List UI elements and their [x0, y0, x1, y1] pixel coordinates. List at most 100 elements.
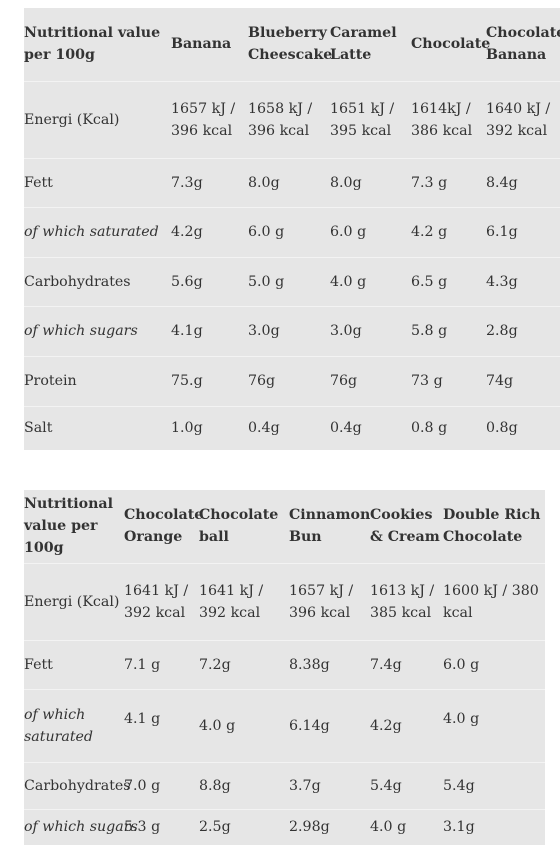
table-row: Fett 7.3g 8.0g 8.0g 7.3 g 8.4g: [24, 157, 560, 207]
header-cell: Double Rich Chocolate: [443, 507, 541, 546]
table-cell: 4.0 g: [370, 808, 443, 845]
table-cell: 3.7g: [289, 761, 370, 809]
table-row: Protein 75.g 76g 76g 73 g 74g: [24, 355, 560, 406]
header-cell: Cinnamon Bun: [289, 507, 371, 546]
table-row: of which saturated 4.2g 6.0 g 6.0 g 4.2 …: [24, 206, 560, 257]
row-label: Protein: [24, 355, 171, 406]
table-cell: 6.0 g: [248, 206, 330, 257]
row-label: Carbohydrates: [24, 761, 131, 809]
table-cell: 4.0 g: [199, 688, 289, 762]
table-cell: 8.8g: [199, 761, 289, 809]
table-cell: 2.5g: [199, 808, 289, 845]
header-cell: Cookies & Cream: [370, 507, 440, 546]
nutrition-table-1: Nutritional value per 100g Banana Bluebe…: [24, 8, 560, 450]
table-cell: 4.2 g: [411, 206, 486, 257]
table-cell: 6.14g: [289, 688, 370, 762]
table-cell: 1657 kJ / 396 kcal: [171, 80, 248, 158]
row-label: Salt: [24, 405, 171, 450]
table-cell: 8.38g: [289, 639, 370, 689]
table-cell: 1657 kJ / 396 kcal: [289, 562, 370, 640]
table-cell: 76g: [330, 355, 411, 406]
table-cell: 4.1 g: [124, 688, 199, 762]
row-label: Fett: [24, 639, 124, 689]
row-label: Carbohydrates: [24, 256, 171, 306]
table-cell: 1614kJ / 386 kcal: [411, 80, 486, 158]
table-cell: 2.98g: [289, 808, 370, 845]
table-cell: 7.1 g: [124, 639, 199, 689]
table-row: Salt 1.0g 0.4g 0.4g 0.8 g 0.8g: [24, 405, 560, 450]
header-cell: Chocolate ball: [199, 507, 279, 546]
header-cell: Nutritional value per 100g: [24, 496, 114, 557]
table-cell: 4.0 g: [330, 256, 411, 306]
header-cell: Chocolate Banana: [486, 25, 560, 64]
row-label: Energi (Kcal): [24, 80, 171, 158]
table-row: Energi (Kcal) 1657 kJ / 396 kcal 1658 kJ…: [24, 80, 560, 158]
table-cell: 7.4g: [370, 639, 443, 689]
table-cell: 1651 kJ / 395 kcal: [330, 80, 411, 158]
table-cell: 3.1g: [443, 808, 545, 845]
header-cell: Banana: [171, 36, 232, 53]
table-cell: 7.0 g: [124, 761, 199, 809]
table-row: of which sugars 4.1g 3.0g 3.0g 5.8 g 2.8…: [24, 305, 560, 356]
table-row: Fett 7.1 g 7.2g 8.38g 7.4g 6.0 g: [24, 639, 545, 689]
table-row: Carbohydrates 7.0 g 8.8g 3.7g 5.4g 5.4g: [24, 761, 545, 809]
table-cell: 1613 kJ / 385 kcal: [370, 562, 443, 640]
row-label: Fett: [24, 157, 171, 207]
table-cell: 5.3 g: [124, 808, 199, 845]
row-label: Energi (Kcal): [24, 562, 124, 640]
table-cell: 8.0g: [330, 157, 411, 207]
table-cell: 1658 kJ / 396 kcal: [248, 80, 330, 158]
table-row: Energi (Kcal) 1641 kJ / 392 kcal 1641 kJ…: [24, 562, 545, 640]
table-cell: 1641 kJ / 392 kcal: [124, 562, 199, 640]
header-cell: Blueberry Cheescake: [248, 25, 333, 64]
table-row: of which saturated 4.1 g 4.0 g 6.14g 4.2…: [24, 688, 545, 762]
table-cell: 8.4g: [486, 157, 560, 207]
table-cell: 76g: [248, 355, 330, 406]
table-cell: 5.6g: [171, 256, 248, 306]
table-row: of which sugars 5.3 g 2.5g 2.98g 4.0 g 3…: [24, 808, 545, 845]
header-cell: Caramel Latte: [330, 25, 397, 64]
table-cell: 4.1g: [171, 305, 248, 356]
row-label: of which saturated: [24, 206, 171, 257]
table-cell: 7.2g: [199, 639, 289, 689]
header-cell: Nutritional value per 100g: [24, 25, 161, 64]
table-cell: 1641 kJ / 392 kcal: [199, 562, 289, 640]
table-cell: 1640 kJ / 392 kcal: [486, 80, 560, 158]
table-header-row: Nutritional value per 100g Banana Bluebe…: [24, 8, 560, 81]
table-row: Carbohydrates 5.6g 5.0 g 4.0 g 6.5 g 4.3…: [24, 256, 560, 306]
table-cell: 0.8g: [486, 405, 560, 450]
table-cell: 5.8 g: [411, 305, 486, 356]
table-cell: 5.4g: [370, 761, 443, 809]
table-cell: 3.0g: [248, 305, 330, 356]
table-cell: 6.0 g: [443, 639, 545, 689]
table-cell: 75.g: [171, 355, 248, 406]
row-label: of which sugars: [24, 305, 171, 356]
row-label: of which saturated: [24, 688, 124, 762]
table-cell: 3.0g: [330, 305, 411, 356]
table-cell: 5.4g: [443, 761, 545, 809]
table-cell: 1.0g: [171, 405, 248, 450]
table-cell: 5.0 g: [248, 256, 330, 306]
table-cell: 6.0 g: [330, 206, 411, 257]
table-cell: 74g: [486, 355, 560, 406]
table-header-row: Nutritional value per 100g Chocolate Ora…: [24, 490, 545, 563]
table-cell: 6.1g: [486, 206, 560, 257]
table-cell: 0.8 g: [411, 405, 486, 450]
table-cell: 8.0g: [248, 157, 330, 207]
table-cell: 2.8g: [486, 305, 560, 356]
table-cell: 7.3 g: [411, 157, 486, 207]
table-cell: 4.3g: [486, 256, 560, 306]
table-cell: 7.3g: [171, 157, 248, 207]
table-cell: 1600 kJ / 380 kcal: [443, 562, 545, 640]
table-cell: 4.2g: [370, 688, 443, 762]
table-cell: 0.4g: [248, 405, 330, 450]
table-cell: 4.0 g: [443, 688, 545, 762]
table-cell: 6.5 g: [411, 256, 486, 306]
row-label: of which sugars: [24, 808, 138, 845]
table-cell: 4.2g: [171, 206, 248, 257]
header-cell: Chocolate Orange: [124, 507, 204, 546]
table-cell: 73 g: [411, 355, 486, 406]
nutrition-table-2: Nutritional value per 100g Chocolate Ora…: [24, 490, 545, 845]
table-cell: 0.4g: [330, 405, 411, 450]
header-cell: Chocolate: [411, 36, 491, 53]
